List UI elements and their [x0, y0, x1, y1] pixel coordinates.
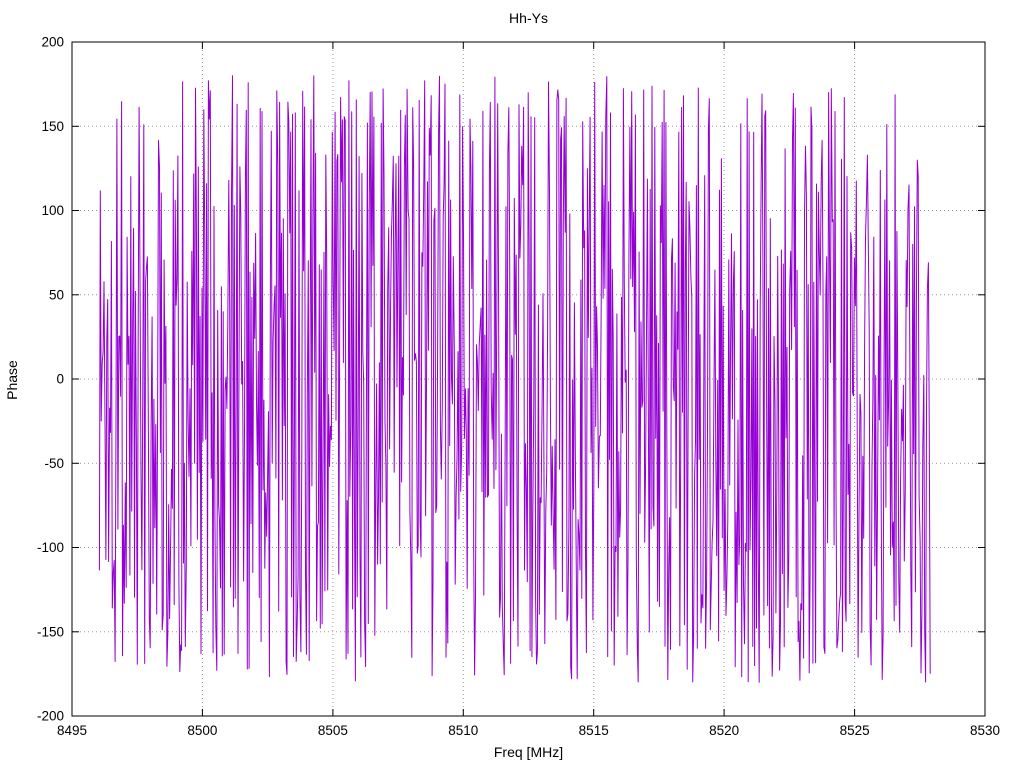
svg-text:8520: 8520 [709, 723, 739, 738]
svg-text:-150: -150 [37, 624, 64, 639]
svg-text:150: 150 [41, 119, 64, 134]
series-layer [98, 75, 931, 683]
svg-text:-200: -200 [37, 709, 64, 724]
svg-text:0: 0 [56, 372, 64, 387]
x-axis-label: Freq [MHz] [493, 744, 564, 760]
svg-text:8525: 8525 [840, 723, 870, 738]
svg-text:50: 50 [49, 287, 64, 302]
svg-text:8505: 8505 [318, 723, 348, 738]
svg-text:200: 200 [41, 35, 64, 50]
chart-title: Hh-Ys [509, 10, 548, 26]
svg-text:-100: -100 [37, 540, 64, 555]
svg-text:8515: 8515 [579, 723, 609, 738]
svg-text:100: 100 [41, 203, 64, 218]
axes-layer [71, 41, 986, 717]
svg-text:8530: 8530 [970, 723, 1000, 738]
svg-text:8495: 8495 [57, 723, 87, 738]
svg-text:8510: 8510 [448, 723, 478, 738]
svg-text:8500: 8500 [187, 723, 217, 738]
svg-text:-50: -50 [44, 456, 64, 471]
tick-label-layer: 8495 8500 8505 8510 8515 8520 8525 8530 -200 -150… [37, 35, 1000, 739]
